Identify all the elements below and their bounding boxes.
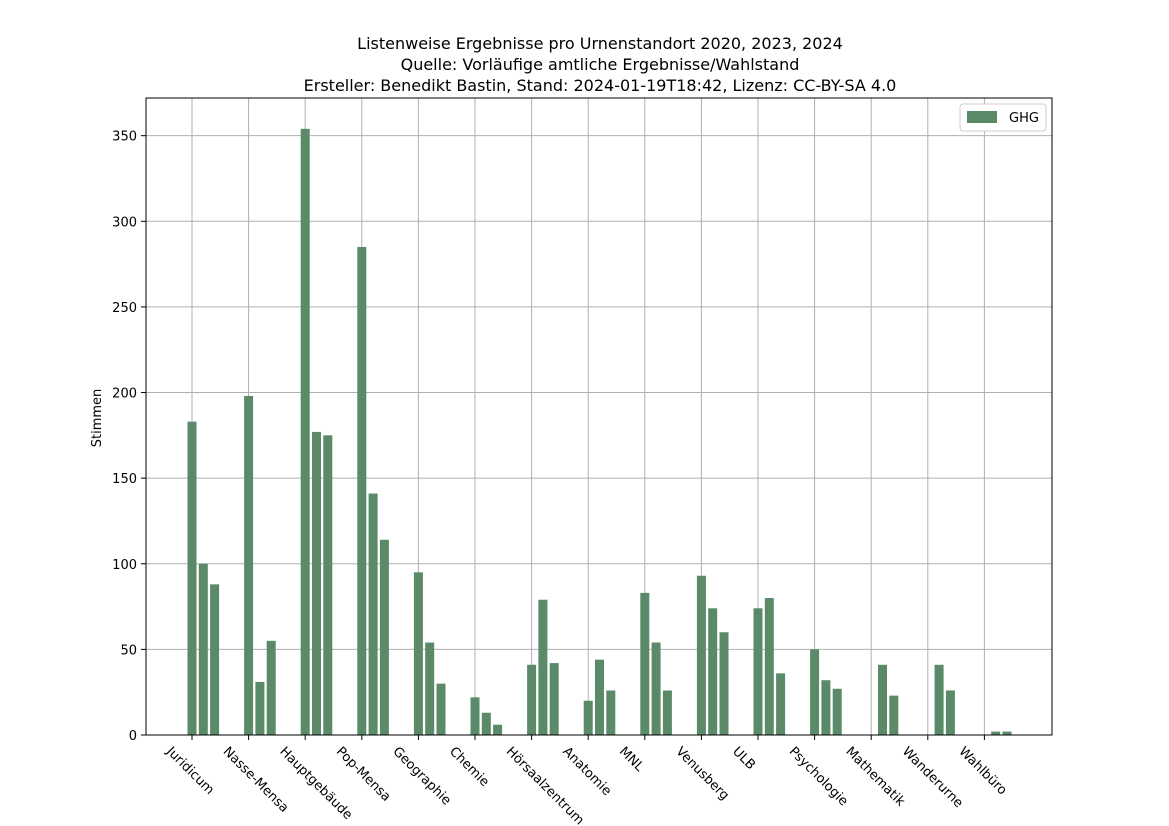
bar-1-2 [266, 640, 276, 735]
gridlines [146, 98, 1052, 736]
bar-14-2 [1002, 731, 1012, 735]
x-tick-label: Venusberg [673, 744, 732, 803]
x-tick-label: Chemie [446, 744, 492, 790]
bar-7-2 [606, 690, 616, 735]
y-tick-label: 100 [112, 558, 137, 573]
bar-10-2 [776, 673, 786, 735]
y-tick-label: 150 [112, 472, 137, 487]
bar-4-2 [436, 683, 446, 735]
x-axis-ticks: Juridicum Nasse-MensaHauptgebäudePop-Mens… [162, 735, 1010, 826]
legend-swatch-ghg [967, 111, 997, 123]
bar-3-0 [357, 246, 367, 735]
x-tick-label: MNL [616, 744, 647, 775]
bar-14-1 [991, 731, 1001, 735]
bar-9-0 [696, 575, 706, 735]
chart-title-line-3: Ersteller: Benedikt Bastin, Stand: 2024-… [304, 76, 897, 95]
bar-13-1 [934, 664, 944, 735]
bar-5-2 [493, 724, 503, 735]
chart-title: Listenweise Ergebnisse pro Urnenstandort… [304, 34, 897, 95]
bar-11-2 [832, 688, 842, 735]
bar-3-1 [368, 493, 378, 735]
bar-2-0 [300, 128, 310, 736]
y-tick-label: 300 [112, 215, 137, 230]
y-tick-label: 250 [112, 301, 137, 316]
bar-0-2 [210, 584, 220, 735]
bar-1-1 [255, 681, 265, 735]
legend: GHG [959, 103, 1047, 132]
bar-5-1 [481, 712, 491, 735]
bar-1-0 [244, 395, 254, 735]
y-tick-label: 350 [112, 130, 137, 145]
bar-10-0 [753, 608, 763, 735]
bar-8-1 [651, 642, 661, 735]
bar-8-2 [662, 690, 672, 735]
bar-13-2 [945, 690, 955, 735]
bar-5-0 [470, 697, 480, 735]
x-tick-label: Juridicum [162, 744, 216, 798]
y-axis-label: Stimmen [90, 389, 105, 448]
bar-10-1 [764, 598, 774, 735]
bar-8-0 [640, 592, 650, 735]
chart-title-line-2: Quelle: Vorläufige amtliche Ergebnisse/W… [401, 55, 800, 74]
legend-label-ghg: GHG [1009, 111, 1039, 126]
x-tick-label: Psychologie [786, 744, 851, 809]
x-tick-label: Mathematik [842, 744, 908, 810]
bar-9-1 [708, 608, 718, 735]
bar-0-0 [187, 421, 197, 735]
y-tick-label: 50 [120, 643, 137, 658]
bar-6-1 [538, 599, 548, 735]
y-tick-label: 200 [112, 387, 137, 402]
bar-0-1 [198, 563, 208, 735]
bar-6-2 [549, 663, 559, 735]
bar-6-0 [527, 664, 537, 735]
plot-frame [145, 97, 1053, 736]
bar-9-2 [719, 632, 729, 735]
bar-7-1 [595, 659, 604, 735]
bar-2-2 [323, 435, 333, 735]
bar-12-2 [889, 695, 899, 735]
bar-4-0 [413, 572, 423, 735]
bar-4-1 [425, 642, 435, 735]
x-tick-label: Anatomie [559, 744, 614, 799]
bar-2-1 [312, 431, 321, 735]
bar-11-0 [810, 649, 820, 735]
x-tick-label: Geographie [390, 744, 454, 808]
y-tick-label: 0 [129, 729, 137, 744]
bar-3-2 [379, 539, 389, 735]
chart-title-line-1: Listenweise Ergebnisse pro Urnenstandort… [357, 34, 843, 53]
y-axis-ticks: 0 50 100 150 200 250 300 350 [112, 130, 146, 744]
legend-box [959, 103, 1047, 132]
x-tick-label: ULB [729, 744, 758, 773]
bar-12-1 [878, 664, 887, 735]
x-tick-label: Wahlbüro [956, 744, 1010, 798]
x-tick-label: Pop-Mensa [333, 744, 393, 804]
bar-7-0 [583, 700, 593, 735]
bar-11-1 [821, 680, 831, 735]
bars [187, 128, 1012, 736]
